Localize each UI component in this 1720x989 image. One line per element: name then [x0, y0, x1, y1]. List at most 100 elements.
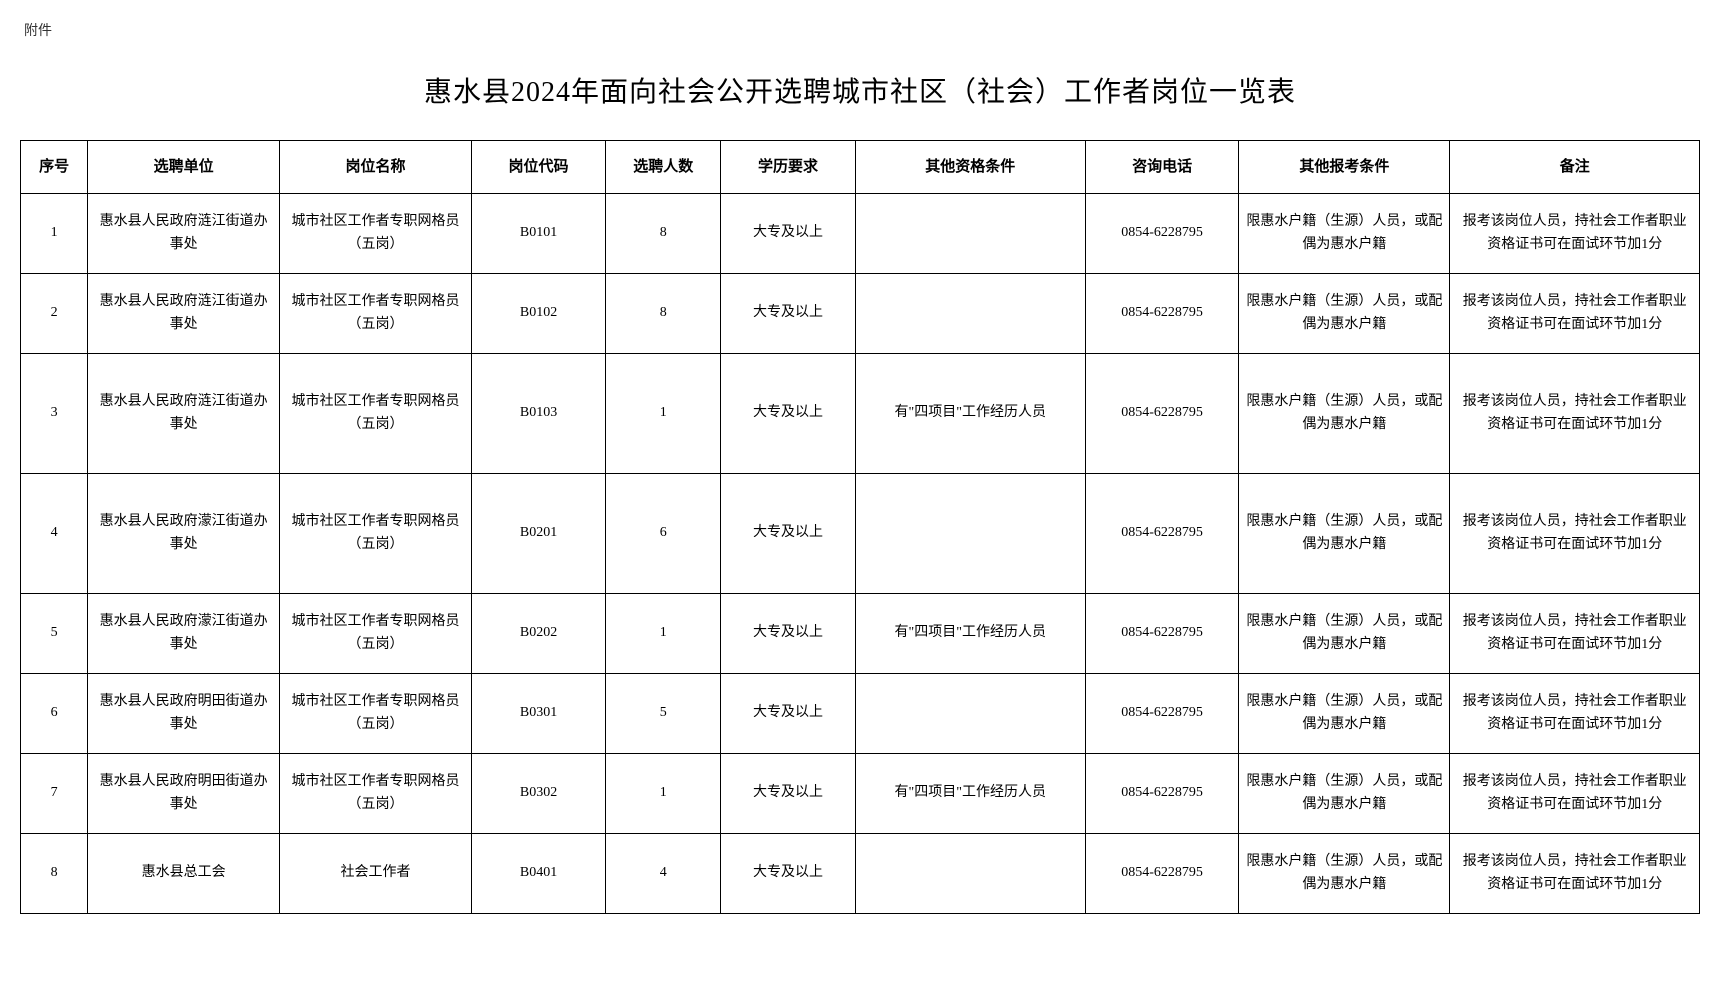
col-header-phone: 咨询电话	[1085, 141, 1239, 194]
cell-position: 城市社区工作者专职网格员（五岗）	[280, 354, 472, 474]
cell-count: 1	[606, 354, 721, 474]
cell-position: 社会工作者	[280, 834, 472, 914]
cell-remark: 报考该岗位人员，持社会工作者职业资格证书可在面试环节加1分	[1450, 194, 1700, 274]
table-row: 4惠水县人民政府濛江街道办事处城市社区工作者专职网格员（五岗）B02016大专及…	[21, 474, 1700, 594]
cell-phone: 0854-6228795	[1085, 274, 1239, 354]
cell-position: 城市社区工作者专职网格员（五岗）	[280, 674, 472, 754]
cell-cond: 限惠水户籍（生源）人员，或配偶为惠水户籍	[1239, 834, 1450, 914]
table-row: 6惠水县人民政府明田街道办事处城市社区工作者专职网格员（五岗）B03015大专及…	[21, 674, 1700, 754]
cell-code: B0101	[471, 194, 605, 274]
cell-phone: 0854-6228795	[1085, 834, 1239, 914]
cell-count: 8	[606, 194, 721, 274]
table-row: 8惠水县总工会社会工作者B04014大专及以上 0854-6228795限惠水户籍…	[21, 834, 1700, 914]
table-row: 5惠水县人民政府濛江街道办事处城市社区工作者专职网格员（五岗）B02021大专及…	[21, 594, 1700, 674]
cell-seq: 1	[21, 194, 88, 274]
col-header-code: 岗位代码	[471, 141, 605, 194]
cell-unit: 惠水县人民政府涟江街道办事处	[88, 274, 280, 354]
cell-seq: 8	[21, 834, 88, 914]
cell-remark: 报考该岗位人员，持社会工作者职业资格证书可在面试环节加1分	[1450, 674, 1700, 754]
cell-seq: 3	[21, 354, 88, 474]
cell-qual	[855, 474, 1085, 594]
cell-qual	[855, 274, 1085, 354]
cell-cond: 限惠水户籍（生源）人员，或配偶为惠水户籍	[1239, 474, 1450, 594]
cell-position: 城市社区工作者专职网格员（五岗）	[280, 754, 472, 834]
col-header-edu: 学历要求	[721, 141, 855, 194]
cell-unit: 惠水县总工会	[88, 834, 280, 914]
cell-count: 1	[606, 594, 721, 674]
cell-qual: 有"四项目"工作经历人员	[855, 354, 1085, 474]
cell-remark: 报考该岗位人员，持社会工作者职业资格证书可在面试环节加1分	[1450, 274, 1700, 354]
table-row: 1惠水县人民政府涟江街道办事处城市社区工作者专职网格员（五岗）B01018大专及…	[21, 194, 1700, 274]
cell-unit: 惠水县人民政府濛江街道办事处	[88, 474, 280, 594]
cell-remark: 报考该岗位人员，持社会工作者职业资格证书可在面试环节加1分	[1450, 354, 1700, 474]
cell-qual: 有"四项目"工作经历人员	[855, 594, 1085, 674]
cell-qual	[855, 674, 1085, 754]
cell-phone: 0854-6228795	[1085, 754, 1239, 834]
cell-cond: 限惠水户籍（生源）人员，或配偶为惠水户籍	[1239, 194, 1450, 274]
cell-seq: 6	[21, 674, 88, 754]
cell-remark: 报考该岗位人员，持社会工作者职业资格证书可在面试环节加1分	[1450, 754, 1700, 834]
cell-position: 城市社区工作者专职网格员（五岗）	[280, 594, 472, 674]
cell-code: B0202	[471, 594, 605, 674]
cell-remark: 报考该岗位人员，持社会工作者职业资格证书可在面试环节加1分	[1450, 834, 1700, 914]
table-row: 2惠水县人民政府涟江街道办事处城市社区工作者专职网格员（五岗）B01028大专及…	[21, 274, 1700, 354]
cell-code: B0301	[471, 674, 605, 754]
table-row: 3惠水县人民政府涟江街道办事处城市社区工作者专职网格员（五岗）B01031大专及…	[21, 354, 1700, 474]
cell-seq: 4	[21, 474, 88, 594]
cell-qual	[855, 194, 1085, 274]
cell-edu: 大专及以上	[721, 834, 855, 914]
positions-table: 序号 选聘单位 岗位名称 岗位代码 选聘人数 学历要求 其他资格条件 咨询电话 …	[20, 140, 1700, 914]
col-header-count: 选聘人数	[606, 141, 721, 194]
table-header-row: 序号 选聘单位 岗位名称 岗位代码 选聘人数 学历要求 其他资格条件 咨询电话 …	[21, 141, 1700, 194]
cell-cond: 限惠水户籍（生源）人员，或配偶为惠水户籍	[1239, 354, 1450, 474]
cell-phone: 0854-6228795	[1085, 354, 1239, 474]
cell-cond: 限惠水户籍（生源）人员，或配偶为惠水户籍	[1239, 674, 1450, 754]
table-row: 7惠水县人民政府明田街道办事处城市社区工作者专职网格员（五岗）B03021大专及…	[21, 754, 1700, 834]
cell-count: 1	[606, 754, 721, 834]
cell-seq: 2	[21, 274, 88, 354]
cell-count: 6	[606, 474, 721, 594]
cell-cond: 限惠水户籍（生源）人员，或配偶为惠水户籍	[1239, 754, 1450, 834]
col-header-position: 岗位名称	[280, 141, 472, 194]
cell-edu: 大专及以上	[721, 594, 855, 674]
cell-cond: 限惠水户籍（生源）人员，或配偶为惠水户籍	[1239, 594, 1450, 674]
cell-seq: 7	[21, 754, 88, 834]
cell-edu: 大专及以上	[721, 354, 855, 474]
attachment-label: 附件	[24, 20, 1700, 40]
cell-count: 4	[606, 834, 721, 914]
cell-phone: 0854-6228795	[1085, 474, 1239, 594]
cell-unit: 惠水县人民政府濛江街道办事处	[88, 594, 280, 674]
col-header-qual: 其他资格条件	[855, 141, 1085, 194]
cell-position: 城市社区工作者专职网格员（五岗）	[280, 274, 472, 354]
cell-edu: 大专及以上	[721, 194, 855, 274]
col-header-remark: 备注	[1450, 141, 1700, 194]
cell-position: 城市社区工作者专职网格员（五岗）	[280, 474, 472, 594]
cell-remark: 报考该岗位人员，持社会工作者职业资格证书可在面试环节加1分	[1450, 474, 1700, 594]
cell-phone: 0854-6228795	[1085, 594, 1239, 674]
cell-seq: 5	[21, 594, 88, 674]
cell-phone: 0854-6228795	[1085, 674, 1239, 754]
col-header-seq: 序号	[21, 141, 88, 194]
cell-edu: 大专及以上	[721, 274, 855, 354]
cell-edu: 大专及以上	[721, 754, 855, 834]
cell-unit: 惠水县人民政府涟江街道办事处	[88, 354, 280, 474]
cell-count: 8	[606, 274, 721, 354]
page-title: 惠水县2024年面向社会公开选聘城市社区（社会）工作者岗位一览表	[20, 70, 1700, 110]
cell-qual: 有"四项目"工作经历人员	[855, 754, 1085, 834]
cell-cond: 限惠水户籍（生源）人员，或配偶为惠水户籍	[1239, 274, 1450, 354]
cell-unit: 惠水县人民政府明田街道办事处	[88, 754, 280, 834]
cell-phone: 0854-6228795	[1085, 194, 1239, 274]
cell-code: B0103	[471, 354, 605, 474]
cell-unit: 惠水县人民政府明田街道办事处	[88, 674, 280, 754]
cell-position: 城市社区工作者专职网格员（五岗）	[280, 194, 472, 274]
cell-qual	[855, 834, 1085, 914]
cell-edu: 大专及以上	[721, 474, 855, 594]
cell-unit: 惠水县人民政府涟江街道办事处	[88, 194, 280, 274]
cell-edu: 大专及以上	[721, 674, 855, 754]
col-header-cond: 其他报考条件	[1239, 141, 1450, 194]
cell-code: B0401	[471, 834, 605, 914]
cell-code: B0102	[471, 274, 605, 354]
cell-count: 5	[606, 674, 721, 754]
cell-code: B0201	[471, 474, 605, 594]
cell-remark: 报考该岗位人员，持社会工作者职业资格证书可在面试环节加1分	[1450, 594, 1700, 674]
